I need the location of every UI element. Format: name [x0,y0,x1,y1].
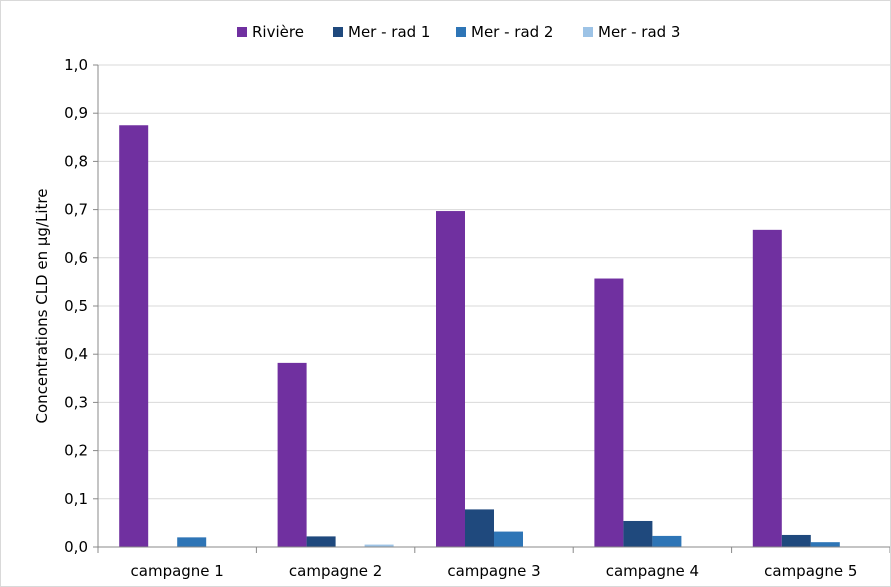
bar [465,509,494,547]
x-tick-label: campagne 2 [289,562,382,580]
legend-swatch [456,27,466,37]
legend-label: Mer - rad 2 [471,23,553,41]
legend: Rivière Mer - rad 1 Mer - rad 2 Mer - rad 3 [237,23,680,41]
y-axis-ticks: 0,0 0,1 0,2 0,3 0,4 0,5 0,6 0,7 0,8 0,9 1,0 [64,56,98,556]
y-tick-label: 0,1 [64,490,88,508]
bar [623,520,653,547]
y-tick-label: 0,2 [64,442,88,460]
bar [652,535,682,547]
bar [306,536,336,547]
y-tick-label: 0,0 [64,538,88,556]
legend-label: Mer - rad 1 [348,23,430,41]
y-tick-label: 0,7 [64,201,88,219]
x-axis: campagne 1 campagne 2 campagne 3 campagne 4… [97,65,890,580]
y-tick-label: 0,4 [64,345,88,363]
x-tick-label: campagne 3 [447,562,540,580]
bar [436,211,465,547]
y-tick-label: 0,6 [64,249,88,267]
bar [119,125,149,547]
bar [364,544,394,547]
legend-swatch [237,27,247,37]
bar [277,362,307,547]
legend-swatch [583,27,593,37]
bar [810,542,840,547]
y-tick-label: 0,9 [64,104,88,122]
x-tick-label: campagne 1 [131,562,224,580]
y-tick-label: 0,5 [64,297,88,315]
legend-label: Mer - rad 3 [598,23,680,41]
bar [752,229,782,547]
y-axis-title: Concentrations CLD en µg/Litre [33,189,51,424]
y-tick-label: 1,0 [64,56,88,74]
gridlines [98,64,890,500]
bar [781,534,811,547]
x-tick-label: campagne 4 [606,562,699,580]
bar [594,278,624,547]
x-tick-label: campagne 5 [764,562,857,580]
legend-label: Rivière [252,23,304,41]
legend-swatch [333,27,343,37]
y-tick-label: 0,3 [64,393,88,411]
bars [119,125,840,547]
bar [177,537,207,547]
y-tick-label: 0,8 [64,152,88,170]
bar [494,531,523,547]
